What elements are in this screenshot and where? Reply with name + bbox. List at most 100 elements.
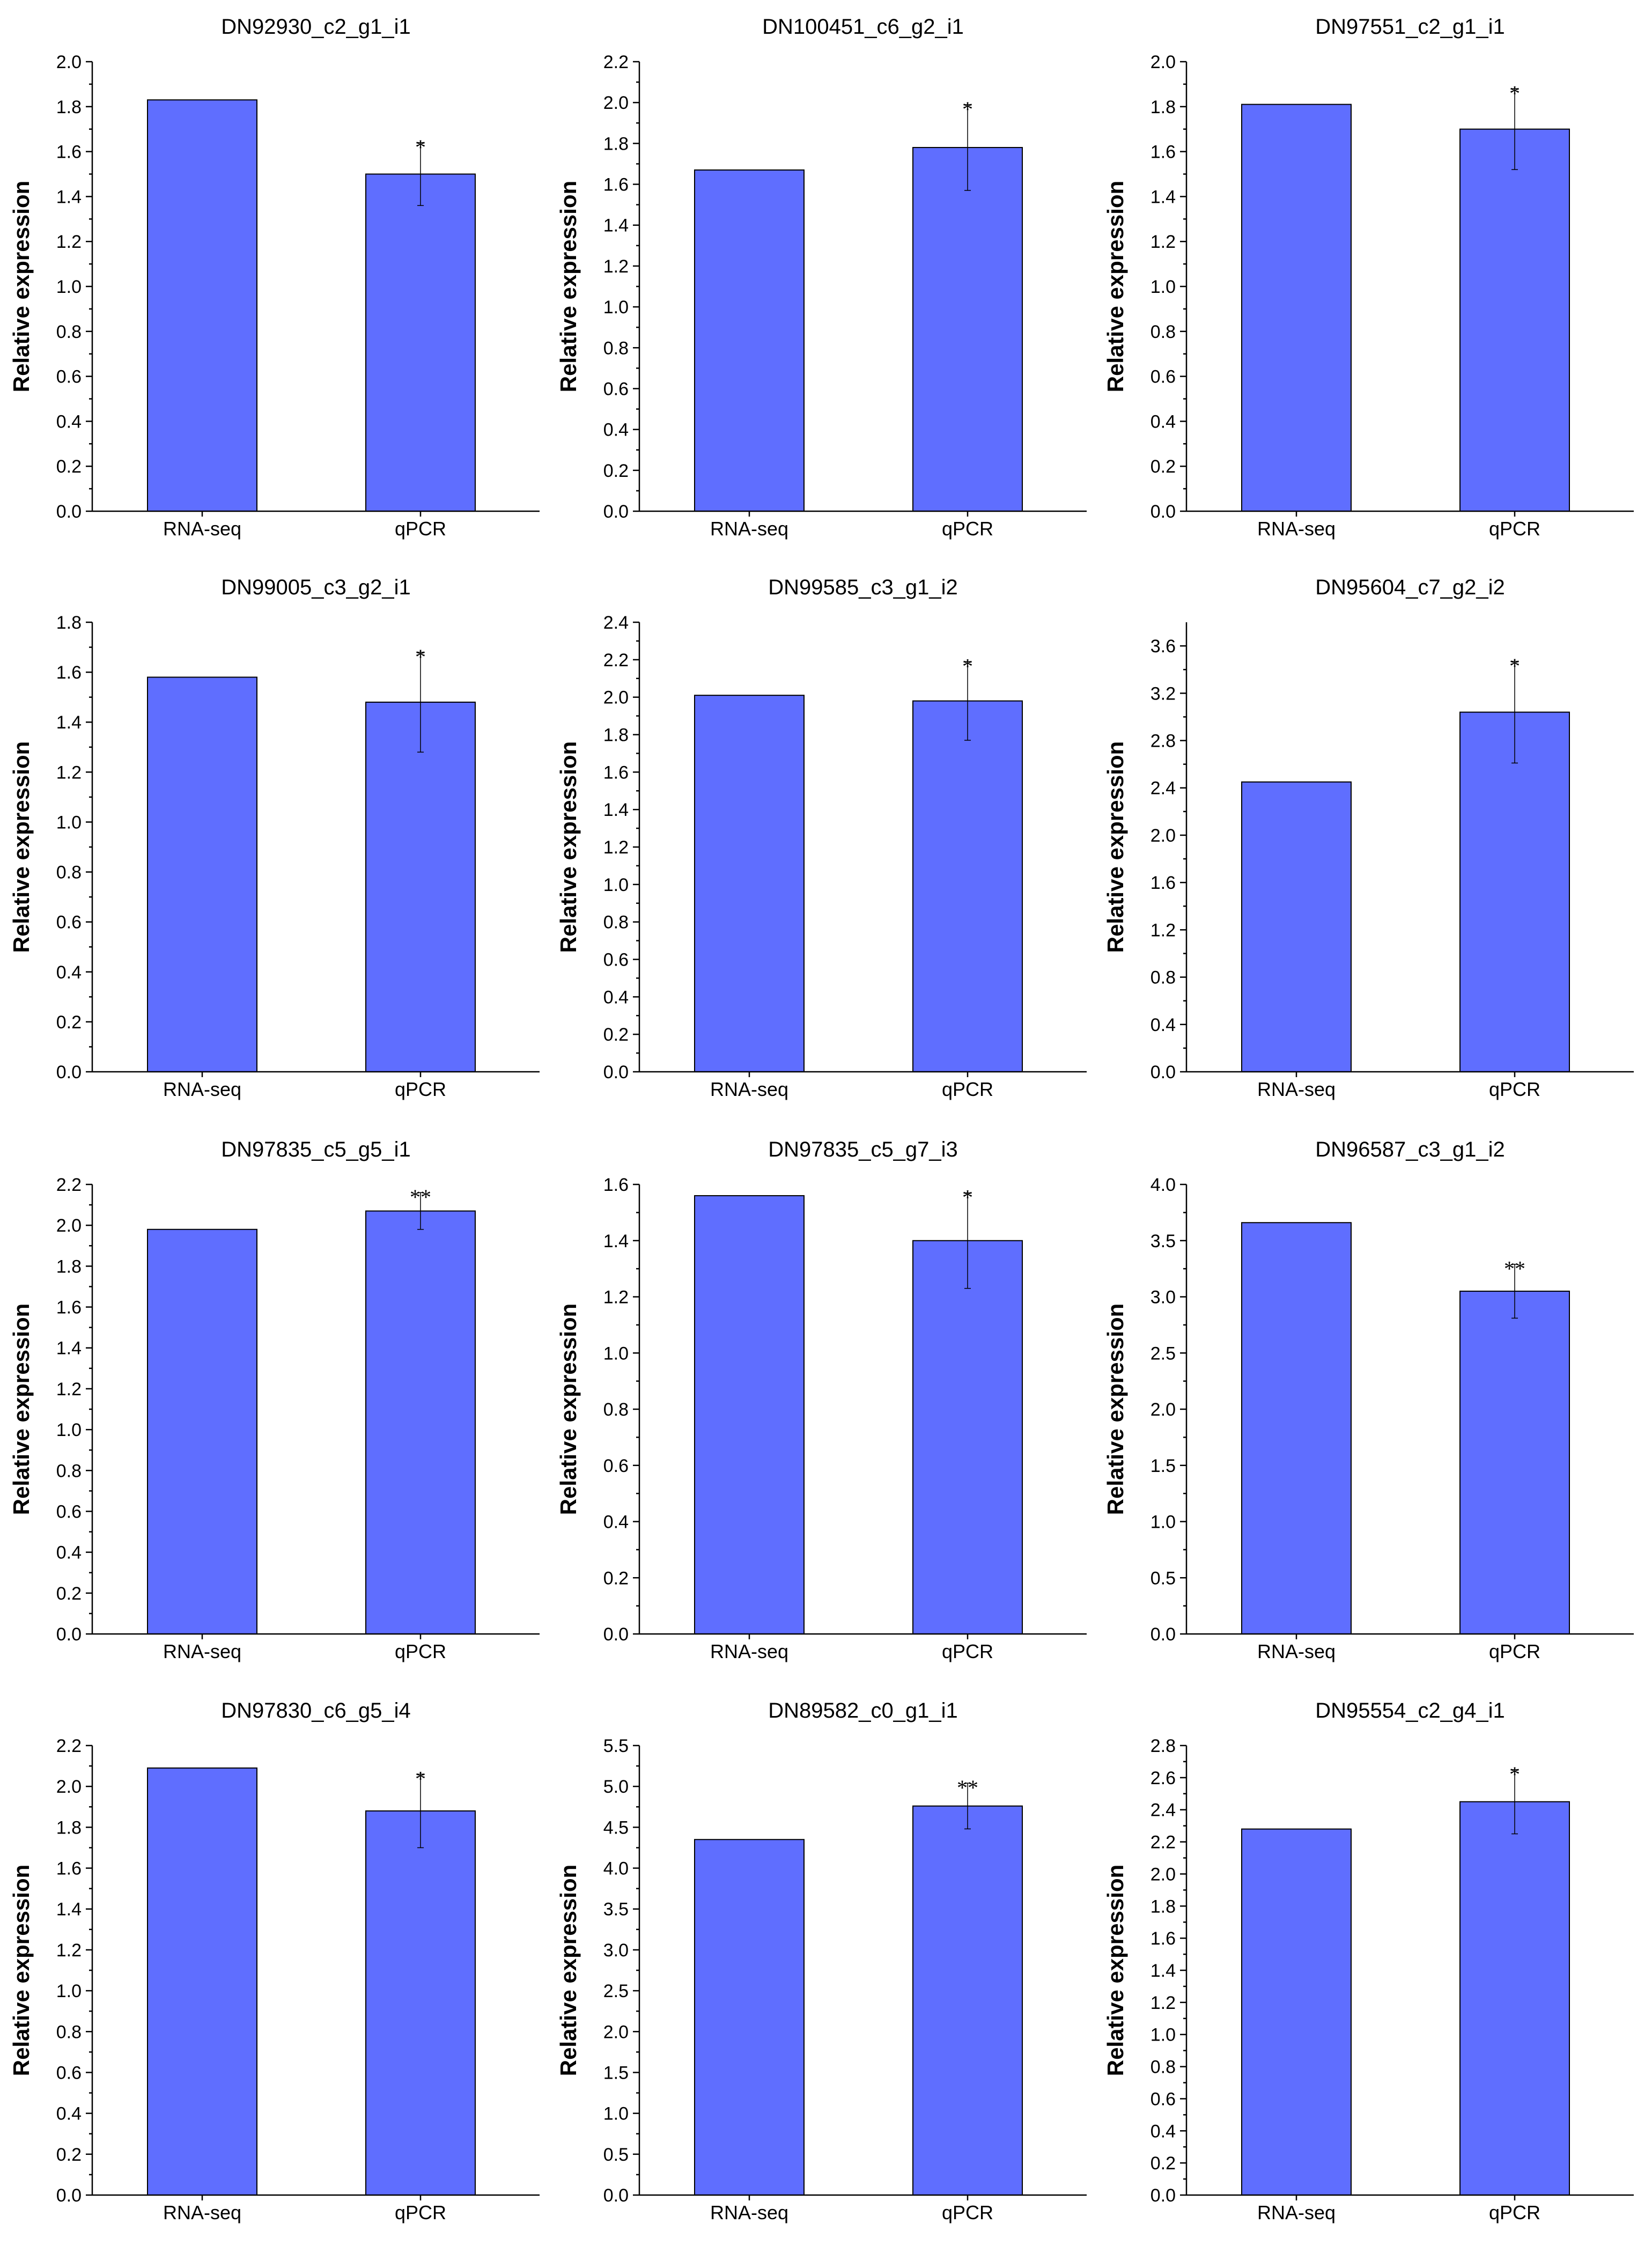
y-tick-label: 0.4 bbox=[603, 1512, 629, 1533]
y-tick-label: 1.2 bbox=[56, 232, 82, 252]
y-tick-label: 1.0 bbox=[1150, 2025, 1176, 2045]
chart-panel: DN95554_c2_g4_i1 Relative expression RNA-s… bbox=[1103, 1699, 1634, 2223]
y-tick-label: 1.4 bbox=[603, 800, 629, 820]
chart-panel: DN97835_c5_g5_i1 Relative expression RNA-s… bbox=[9, 1138, 540, 1662]
y-tick-label: 0.6 bbox=[56, 367, 82, 387]
y-tick-label: 2.6 bbox=[1150, 1768, 1176, 1788]
category-label: qPCR bbox=[1489, 1640, 1540, 1662]
y-axis-label: Relative expression bbox=[1103, 1304, 1128, 1515]
y-tick-label: 4.0 bbox=[603, 1859, 629, 1879]
y-tick-label: 0.0 bbox=[1150, 502, 1176, 522]
category-label: RNA-seq bbox=[163, 2202, 241, 2223]
bar-rna-seq bbox=[147, 676, 257, 1072]
y-tick-label: 2.5 bbox=[603, 1981, 629, 2001]
significance-marker: * bbox=[415, 135, 426, 159]
y-axis-label: Relative expression bbox=[9, 181, 34, 393]
y-tick-label: 1.2 bbox=[56, 1940, 82, 1961]
bar-rna-seq bbox=[1241, 1828, 1352, 2196]
category-label: qPCR bbox=[395, 1078, 446, 1100]
y-tick-label: 0.2 bbox=[56, 1584, 82, 1604]
bar-rna-seq bbox=[1241, 104, 1352, 512]
y-tick-label: 1.0 bbox=[603, 297, 629, 318]
y-tick-label: 2.5 bbox=[1150, 1343, 1176, 1364]
y-tick-label: 0.4 bbox=[1150, 1015, 1176, 1035]
chart-panel: DN97551_c2_g1_i1 Relative expression RNA-s… bbox=[1103, 15, 1634, 540]
y-tick-label: 3.0 bbox=[1150, 1287, 1176, 1308]
bar-qpcr bbox=[912, 700, 1023, 1072]
y-tick-label: 5.0 bbox=[603, 1777, 629, 1797]
y-tick-label: 0.0 bbox=[1150, 2185, 1176, 2206]
chart-title: DN97835_c5_g5_i1 bbox=[221, 1138, 411, 1161]
y-tick-label: 1.2 bbox=[1150, 920, 1176, 940]
y-tick-label: 1.2 bbox=[603, 1287, 629, 1308]
y-tick-label: 0.8 bbox=[1150, 968, 1176, 988]
y-tick-label: 1.0 bbox=[56, 1420, 82, 1440]
y-tick-label: 1.6 bbox=[56, 1859, 82, 1879]
y-tick-label: 2.0 bbox=[1150, 1400, 1176, 1420]
chart-panel: DN95604_c7_g2_i2 Relative expression RNA-s… bbox=[1103, 576, 1634, 1100]
y-tick-label: 2.0 bbox=[1150, 1864, 1176, 1884]
category-label: RNA-seq bbox=[1257, 518, 1336, 540]
y-tick-label: 0.6 bbox=[56, 912, 82, 933]
chart-panel: DN89582_c0_g1_i1 Relative expression RNA-s… bbox=[556, 1699, 1087, 2223]
y-tick-label: 0.8 bbox=[56, 322, 82, 342]
category-label: qPCR bbox=[1489, 1078, 1540, 1100]
category-label: RNA-seq bbox=[710, 2202, 788, 2223]
y-axis-label: Relative expression bbox=[9, 1304, 34, 1515]
y-tick-label: 1.2 bbox=[56, 1379, 82, 1400]
y-tick-label: 0.8 bbox=[1150, 2057, 1176, 2078]
category-label: qPCR bbox=[395, 518, 446, 540]
bar-rna-seq bbox=[1241, 1222, 1352, 1634]
y-tick-label: 0.6 bbox=[56, 1501, 82, 1522]
y-tick-label: 1.8 bbox=[56, 1817, 82, 1838]
bar-qpcr bbox=[1459, 711, 1570, 1072]
significance-marker: ** bbox=[410, 1185, 431, 1209]
y-tick-label: 1.6 bbox=[603, 1175, 629, 1195]
y-tick-label: 2.0 bbox=[1150, 52, 1176, 72]
significance-marker: * bbox=[962, 1186, 973, 1210]
y-tick-label: 2.4 bbox=[1150, 778, 1176, 799]
y-tick-label: 0.4 bbox=[603, 420, 629, 440]
bar-qpcr bbox=[365, 173, 476, 512]
category-label: qPCR bbox=[395, 2202, 446, 2223]
significance-marker: * bbox=[962, 97, 973, 121]
y-tick-label: 1.4 bbox=[56, 1899, 82, 1920]
y-tick-label: 1.6 bbox=[603, 762, 629, 783]
significance-marker: ** bbox=[957, 1776, 978, 1800]
bar-qpcr bbox=[1459, 1291, 1570, 1634]
y-tick-label: 0.4 bbox=[1150, 411, 1176, 432]
y-tick-label: 1.2 bbox=[603, 837, 629, 858]
category-label: RNA-seq bbox=[1257, 2202, 1336, 2223]
chart-panel: DN97835_c5_g7_i3 Relative expression RNA-s… bbox=[556, 1138, 1087, 1662]
bar-qpcr bbox=[912, 146, 1023, 512]
y-tick-label: 2.2 bbox=[1150, 1832, 1176, 1853]
chart-title: DN95604_c7_g2_i2 bbox=[1315, 576, 1505, 599]
bar-qpcr bbox=[365, 701, 476, 1072]
y-tick-label: 0.6 bbox=[603, 379, 629, 399]
bar-qpcr bbox=[1459, 128, 1570, 512]
bar-rna-seq bbox=[147, 1767, 257, 2196]
y-tick-label: 0.2 bbox=[56, 1012, 82, 1033]
y-tick-label: 0.0 bbox=[1150, 1624, 1176, 1645]
category-label: RNA-seq bbox=[163, 518, 241, 540]
category-label: qPCR bbox=[942, 1640, 993, 1662]
category-label: RNA-seq bbox=[1257, 1078, 1336, 1100]
category-label: qPCR bbox=[395, 1640, 446, 1662]
y-tick-label: 0.4 bbox=[56, 962, 82, 983]
y-axis-label: Relative expression bbox=[556, 1865, 581, 2077]
chart-title: DN95554_c2_g4_i1 bbox=[1315, 1699, 1505, 1722]
y-tick-label: 0.0 bbox=[1150, 1062, 1176, 1083]
y-tick-label: 2.8 bbox=[1150, 1736, 1176, 1756]
y-tick-label: 0.0 bbox=[603, 1062, 629, 1083]
bar-qpcr bbox=[1459, 1801, 1570, 2196]
significance-marker: * bbox=[415, 645, 426, 669]
y-tick-label: 0.4 bbox=[56, 2104, 82, 2124]
y-tick-label: 2.0 bbox=[603, 688, 629, 708]
y-tick-label: 1.4 bbox=[603, 1231, 629, 1251]
y-tick-label: 0.8 bbox=[603, 338, 629, 358]
category-label: RNA-seq bbox=[1257, 1640, 1336, 1662]
bar-qpcr bbox=[365, 1210, 476, 1634]
y-tick-label: 2.4 bbox=[603, 613, 629, 633]
y-tick-label: 0.2 bbox=[1150, 2153, 1176, 2174]
chart-panel: DN99005_c3_g2_i1 Relative expression RNA-s… bbox=[9, 576, 540, 1100]
